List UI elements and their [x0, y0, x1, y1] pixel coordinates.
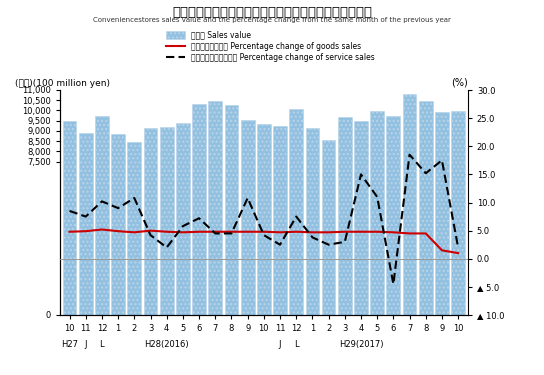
Bar [225, 105, 238, 315]
Bar [403, 94, 417, 315]
Bar [192, 104, 206, 315]
Bar [338, 117, 351, 315]
Bar [322, 140, 336, 315]
Text: H27: H27 [61, 340, 78, 349]
Bar [354, 121, 368, 315]
Text: コンビニエンスストア販売額・前年同月比増減率の推移: コンビニエンスストア販売額・前年同月比増減率の推移 [172, 6, 372, 19]
Bar [419, 100, 432, 315]
Bar [95, 116, 109, 315]
Text: L: L [294, 340, 299, 349]
Text: H29(2017): H29(2017) [339, 340, 383, 349]
Bar [111, 134, 125, 315]
Text: Conveniencestores sales value and the percentage change from the same month of t: Conveniencestores sales value and the pe… [93, 17, 451, 23]
Text: L: L [100, 340, 104, 349]
Bar [435, 112, 449, 315]
Text: J: J [84, 340, 87, 349]
Text: J: J [279, 340, 281, 349]
Bar [257, 124, 271, 315]
Bar [63, 121, 77, 315]
Bar [273, 126, 287, 315]
Bar [306, 128, 319, 315]
Bar [79, 134, 92, 315]
Legend: 販売額 Sales value, 商品販売額増減率 Percentage change of goods sales, サービス売上高増減率 Percentag: 販売額 Sales value, 商品販売額増減率 Percentage cha… [166, 31, 375, 62]
Text: (億円)(100 million yen): (億円)(100 million yen) [15, 79, 110, 88]
Bar [208, 102, 222, 315]
Bar [451, 111, 465, 315]
Bar [160, 128, 174, 315]
Bar [370, 111, 384, 315]
Bar [144, 128, 157, 315]
Bar [241, 120, 255, 315]
Bar [176, 123, 190, 315]
Bar [289, 109, 303, 315]
Bar [127, 141, 141, 315]
Text: (%): (%) [451, 78, 468, 88]
Bar [386, 116, 400, 315]
Text: H28(2016): H28(2016) [144, 340, 189, 349]
